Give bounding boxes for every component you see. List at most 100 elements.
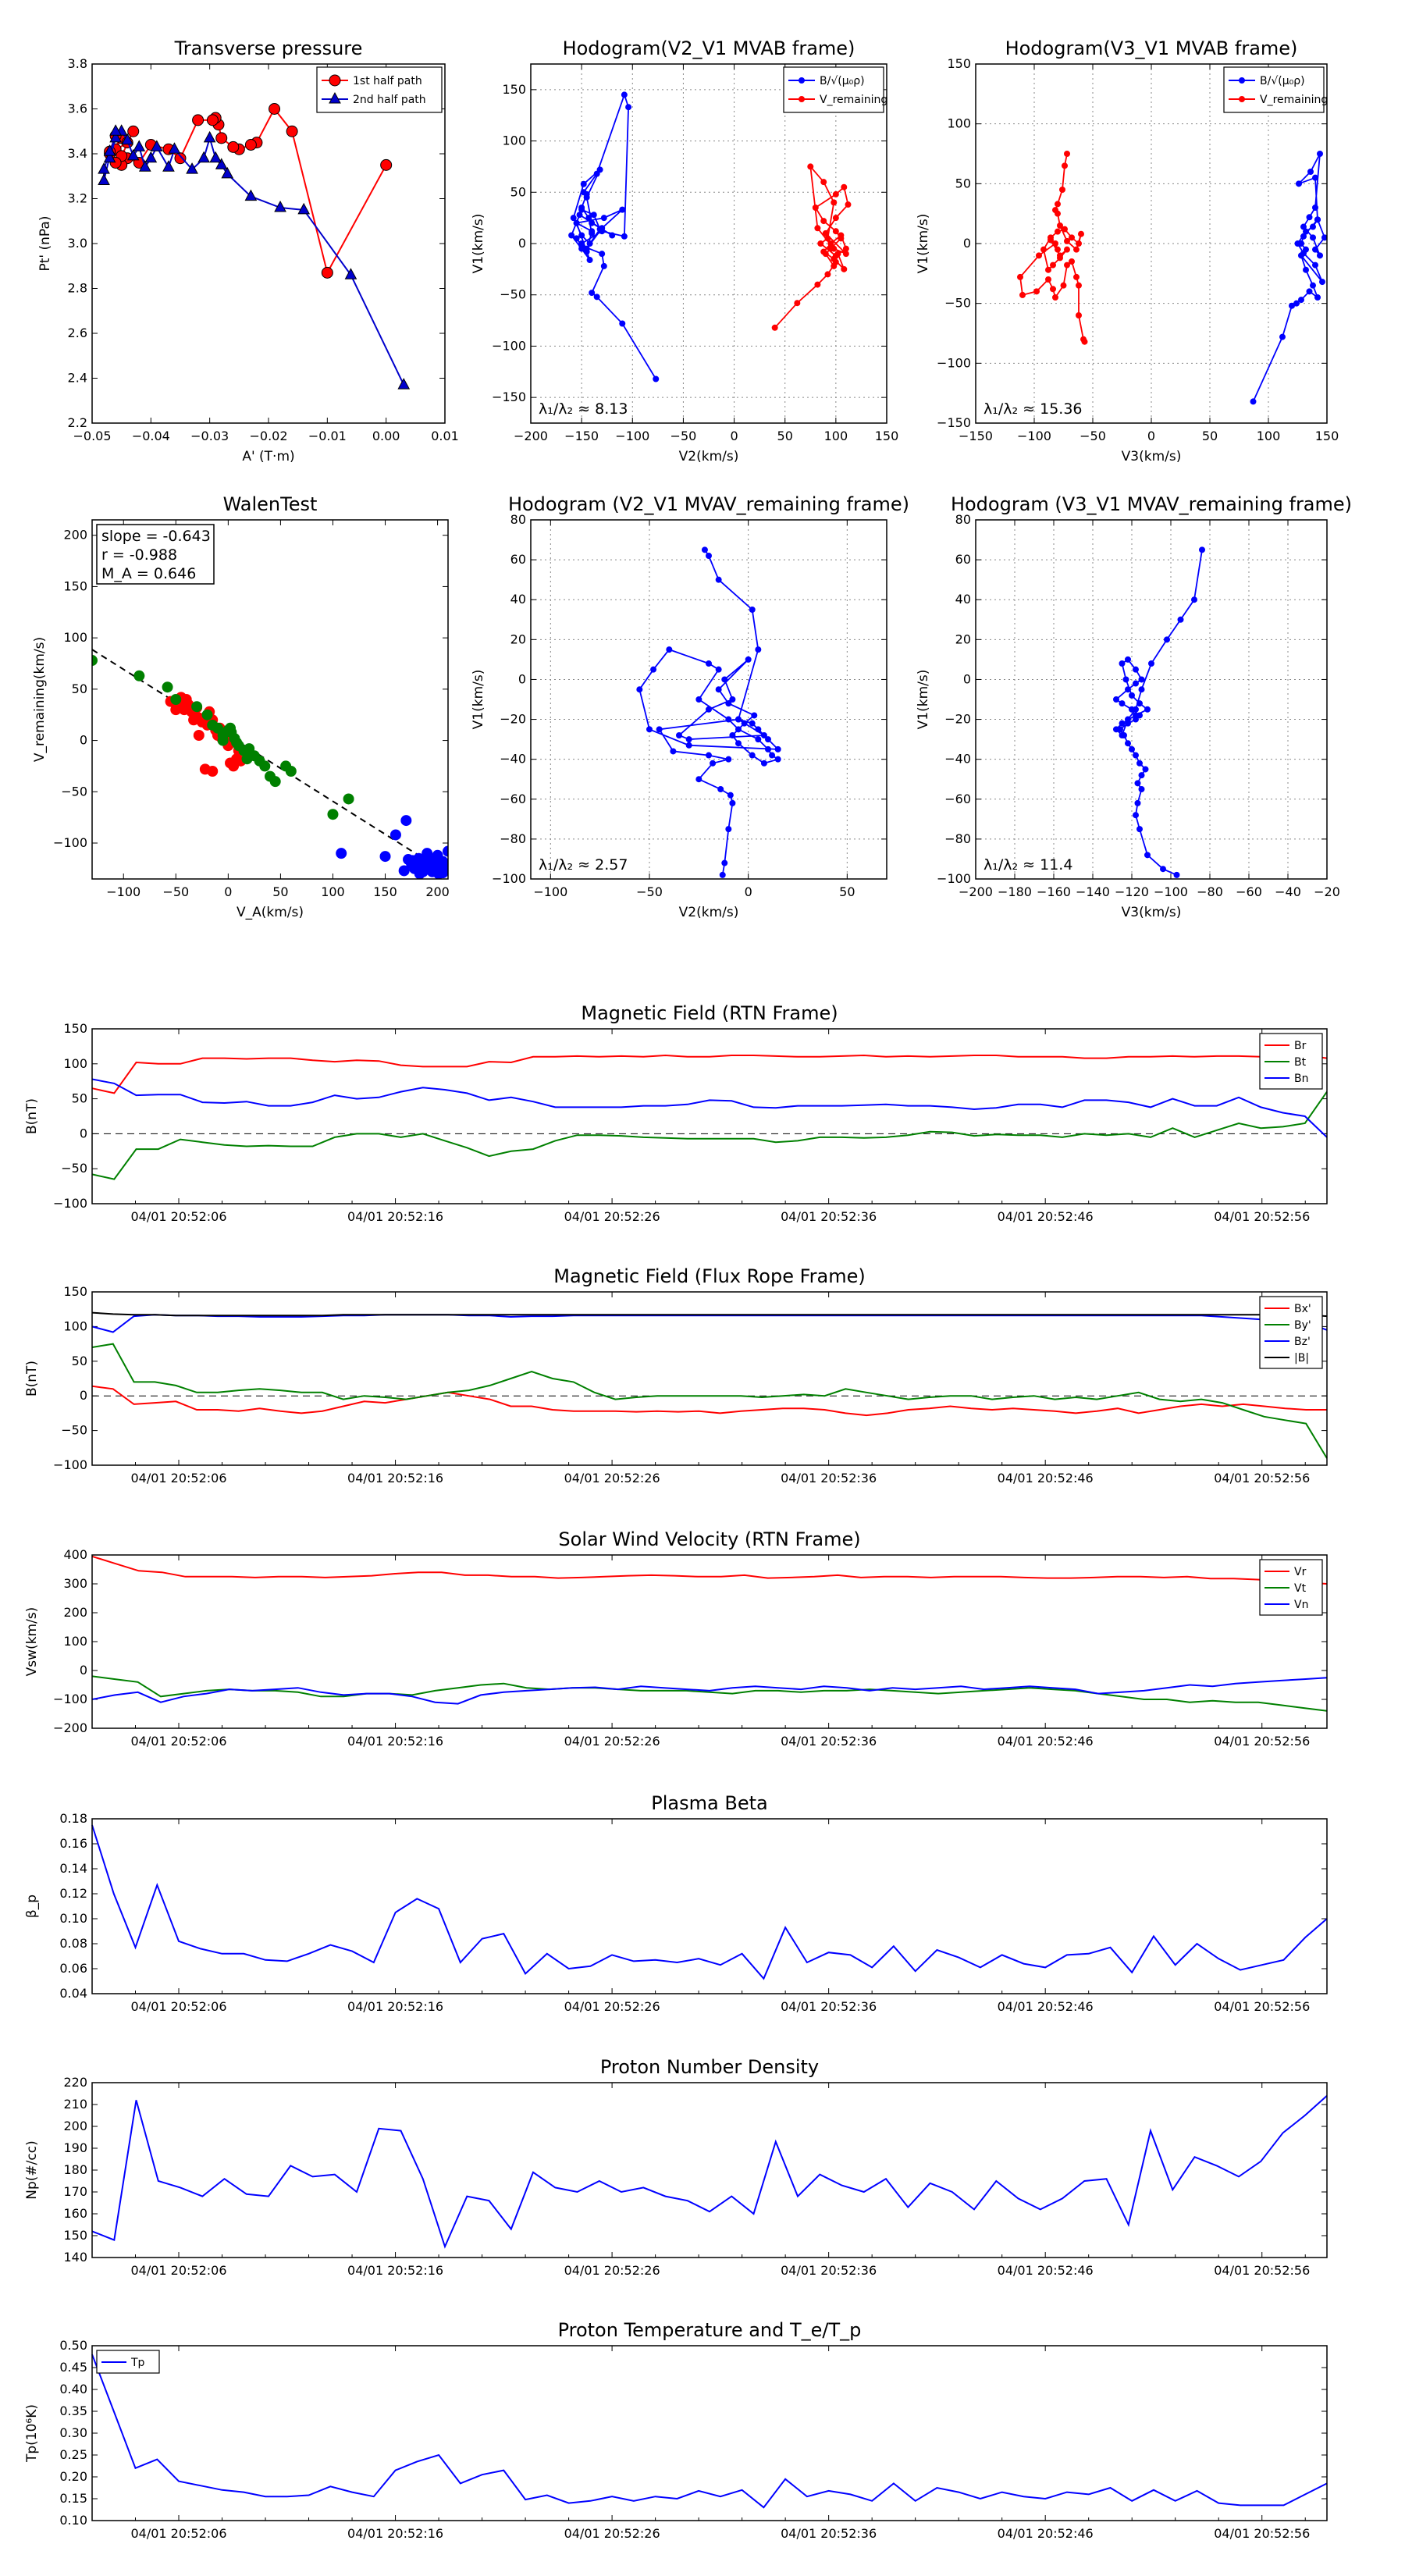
y-tick-label: 0 xyxy=(963,671,971,686)
data-point xyxy=(578,205,585,211)
data-point xyxy=(573,235,580,242)
data-point xyxy=(735,716,742,723)
data-point xyxy=(206,114,219,126)
data-point xyxy=(719,871,726,878)
y-tick-label: 150 xyxy=(63,2228,87,2243)
x-tick-label: 04/01 20:52:26 xyxy=(564,2526,660,2541)
data-point xyxy=(1144,852,1151,859)
plot-frame xyxy=(91,1291,1328,1466)
hodo_v_23-chart: −100 −50 0 50 −100 −80 −60 −40 −20 0 20 40 60 80Hodog… xyxy=(471,493,909,920)
plot-frame xyxy=(91,63,446,424)
data-point xyxy=(621,233,628,240)
series-line xyxy=(91,1677,1328,1705)
data-point xyxy=(201,709,213,720)
y-tick-label: 0.16 xyxy=(59,1836,87,1851)
data-point xyxy=(774,745,781,753)
data-point xyxy=(444,858,448,869)
plot-frame xyxy=(975,63,1328,424)
data-point xyxy=(389,829,401,841)
data-point xyxy=(1076,312,1082,318)
data-point xyxy=(400,815,412,827)
y-tick-label: −20 xyxy=(500,712,526,727)
x-tick-label: −50 xyxy=(162,884,189,899)
x-tick-label: −20 xyxy=(1314,884,1340,899)
data-point xyxy=(706,660,712,667)
series-line xyxy=(91,1314,1328,1333)
x-tick-label: 04/01 20:52:06 xyxy=(130,1734,226,1749)
y-tick-label: 50 xyxy=(510,184,526,199)
data-point xyxy=(578,245,585,252)
data-point xyxy=(831,262,838,269)
data-point xyxy=(174,152,187,165)
data-point xyxy=(1055,228,1061,235)
data-point xyxy=(676,732,682,738)
data-point xyxy=(192,114,205,126)
y-tick-label: 2.4 xyxy=(68,371,87,386)
chart-title: Magnetic Field (Flux Rope Frame) xyxy=(553,1265,865,1287)
x-tick-label: 04/01 20:52:16 xyxy=(347,2526,443,2541)
data-point xyxy=(701,546,708,553)
data-point xyxy=(109,124,122,136)
x-tick-label: 04/01 20:52:36 xyxy=(781,1209,877,1224)
x-tick-label: 04/01 20:52:46 xyxy=(998,1734,1094,1749)
x-axis-label: V2(km/s) xyxy=(679,449,739,464)
data-point xyxy=(1119,700,1126,707)
data-point xyxy=(695,696,702,703)
data-point xyxy=(570,215,577,222)
x-tick-label: 04/01 20:52:26 xyxy=(564,1209,660,1224)
y-tick-label: −100 xyxy=(937,871,971,886)
x-tick-label: 04/01 20:52:16 xyxy=(347,2263,443,2278)
data-point xyxy=(207,766,219,777)
data-point xyxy=(827,240,834,247)
y-axis-label: Tp(10⁶K) xyxy=(24,2404,40,2463)
x-tick-label: 04/01 20:52:36 xyxy=(781,1734,877,1749)
data-point xyxy=(1059,187,1065,193)
x-tick-label: −50 xyxy=(1080,429,1106,443)
data-point xyxy=(343,793,354,805)
plot-area xyxy=(1017,151,1327,405)
series-line xyxy=(91,1675,1328,1712)
y-tick-label: 0.45 xyxy=(59,2360,87,2375)
y-tick-label: 2.2 xyxy=(68,415,87,430)
data-point xyxy=(725,716,732,723)
data-point xyxy=(832,215,839,222)
data-point xyxy=(609,232,616,239)
chart-title: Proton Temperature and T_e/T_p xyxy=(558,2319,862,2341)
x-tick-label: 04/01 20:52:36 xyxy=(781,1999,877,2014)
data-point xyxy=(1310,282,1316,289)
hodo_v_13-chart: −200 −180 −160 −140 −120 −100 −80 −60 −40 −20−100… xyxy=(916,493,1352,920)
y-tick-label: 200 xyxy=(63,528,87,543)
y-tick-label: −100 xyxy=(53,1692,87,1706)
x-tick-label: 0 xyxy=(1147,429,1155,443)
stats-text: r = -0.988 xyxy=(101,546,177,564)
data-point xyxy=(695,776,702,783)
data-point xyxy=(1019,291,1026,298)
data-point xyxy=(1136,826,1143,833)
ratio-annotation: λ₁/λ₂ ≈ 15.36 xyxy=(984,400,1083,418)
y-tick-label: 0.14 xyxy=(59,1861,87,1876)
data-point xyxy=(1057,222,1063,229)
x-tick-label: −0.02 xyxy=(249,429,287,443)
data-point xyxy=(1125,716,1131,723)
data-point xyxy=(1055,246,1061,253)
legend-box xyxy=(1223,66,1325,113)
data-point xyxy=(188,714,200,726)
x-tick-label: 04/01 20:52:56 xyxy=(1214,1471,1310,1485)
y-tick-label: 0.10 xyxy=(59,1911,87,1926)
data-point xyxy=(92,655,98,667)
chart-title: WalenTest xyxy=(223,493,318,515)
data-point xyxy=(443,845,448,857)
y-tick-label: 0 xyxy=(518,671,526,686)
data-point xyxy=(425,862,437,873)
y-tick-label: 100 xyxy=(502,133,526,148)
plot-frame xyxy=(975,519,1328,880)
x-tick-label: 04/01 20:52:56 xyxy=(1214,2526,1310,2541)
data-point xyxy=(814,225,821,232)
y-tick-label: −200 xyxy=(53,1720,87,1735)
data-point xyxy=(1319,279,1325,286)
chart-title: Hodogram (V2_V1 MVAV_remaining frame) xyxy=(508,493,909,515)
x-tick-label: 04/01 20:52:56 xyxy=(1214,1209,1310,1224)
data-point xyxy=(1303,266,1309,273)
x-tick-label: 04/01 20:52:06 xyxy=(130,1209,226,1224)
stats-box xyxy=(96,524,215,585)
